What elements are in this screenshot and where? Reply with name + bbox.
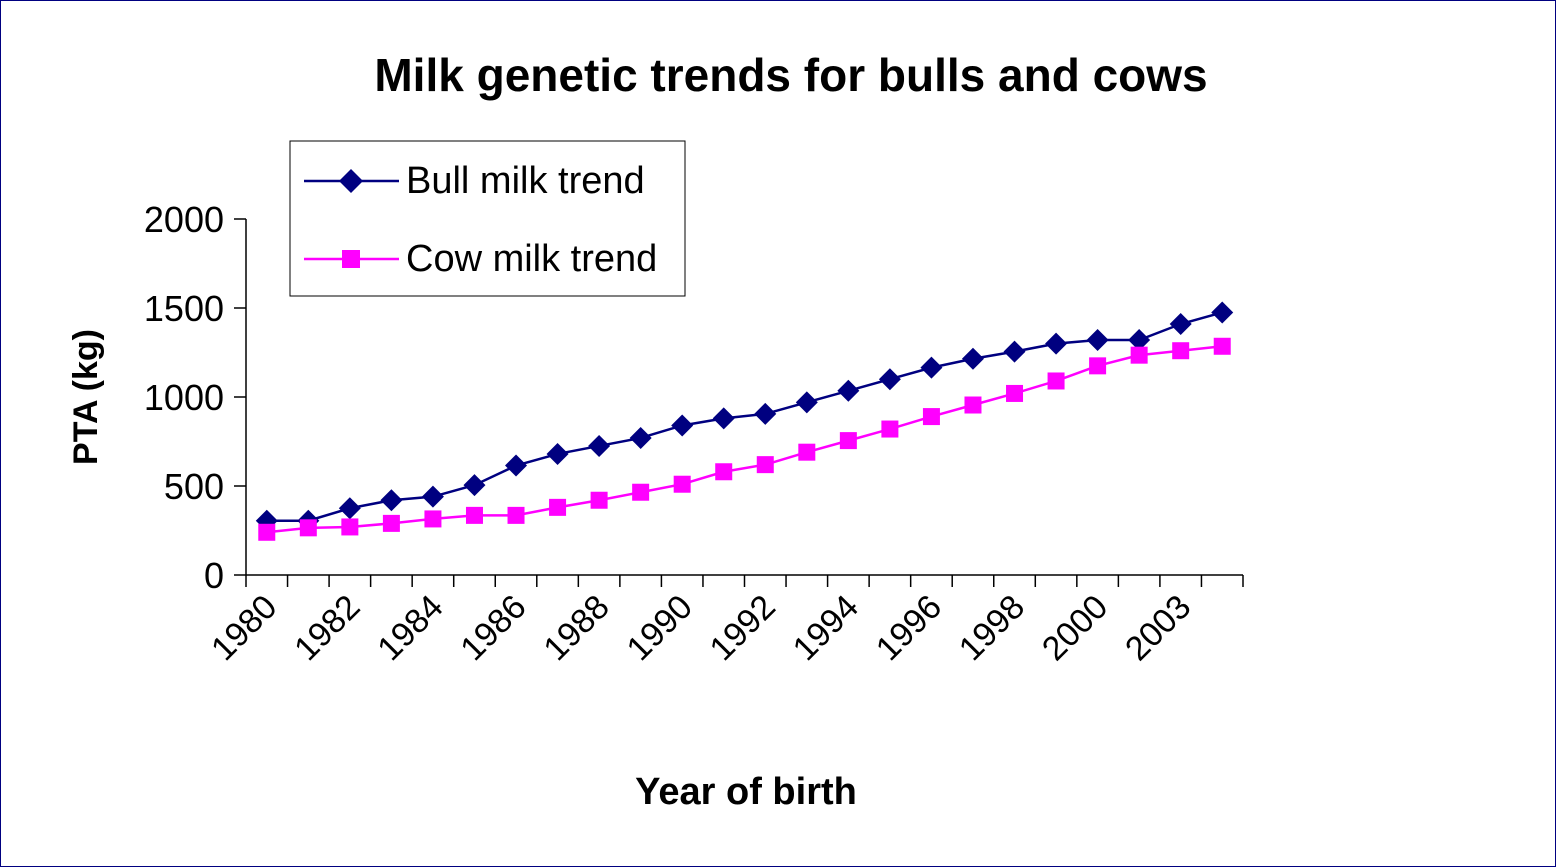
data-point xyxy=(754,402,777,425)
x-tick-label: 1986 xyxy=(453,588,533,668)
data-point xyxy=(1169,313,1192,336)
data-point xyxy=(920,356,943,379)
data-point xyxy=(715,463,733,481)
data-point xyxy=(1130,346,1148,364)
data-point xyxy=(1006,384,1024,402)
data-point xyxy=(546,442,569,465)
data-point xyxy=(795,391,818,414)
series-layer xyxy=(255,301,1234,541)
y-tick-label: 500 xyxy=(164,466,224,507)
data-point xyxy=(798,443,816,461)
series-bull xyxy=(255,301,1234,532)
y-tick-label: 0 xyxy=(204,555,224,596)
data-point xyxy=(549,498,567,516)
x-axis-label: Year of birth xyxy=(635,771,857,813)
x-tick-label: 1994 xyxy=(786,588,866,668)
data-point xyxy=(588,434,611,457)
series-line xyxy=(266,345,1223,534)
x-tick-label: 1990 xyxy=(619,588,699,668)
legend-label-cow: Cow milk trend xyxy=(406,238,657,280)
data-point xyxy=(1045,332,1068,355)
data-point xyxy=(1086,329,1109,352)
data-point xyxy=(673,475,691,493)
data-point xyxy=(1047,372,1065,390)
data-point xyxy=(1128,329,1151,352)
x-tick-label: 1984 xyxy=(370,588,450,668)
data-point xyxy=(964,396,982,414)
data-point xyxy=(1003,340,1026,363)
y-axis-label: PTA (kg) xyxy=(67,329,105,465)
data-point xyxy=(671,414,694,437)
data-point xyxy=(590,491,608,509)
data-point xyxy=(881,420,899,438)
data-point xyxy=(1211,301,1234,324)
data-point xyxy=(961,347,984,370)
data-point xyxy=(839,432,857,450)
x-tick-label: 1980 xyxy=(204,588,284,668)
data-point xyxy=(341,518,359,536)
data-point xyxy=(632,483,650,501)
data-point xyxy=(380,489,403,512)
data-point xyxy=(1089,357,1107,375)
data-point xyxy=(507,506,525,524)
data-point xyxy=(1172,342,1190,360)
data-point xyxy=(878,368,901,391)
data-point xyxy=(424,510,442,528)
legend: Bull milk trend Cow milk trend xyxy=(289,140,686,297)
x-ticks: 1980 1982 1984 1986 1988 1990 1992 1994 1996 1998… xyxy=(204,575,1244,668)
x-tick-label: 1996 xyxy=(869,588,949,668)
legend-box xyxy=(289,140,686,297)
legend-swatch-bull-marker xyxy=(339,169,363,193)
data-point xyxy=(1213,337,1231,355)
x-tick-label: 1992 xyxy=(703,588,783,668)
legend-label-bull: Bull milk trend xyxy=(406,160,645,202)
x-tick-label: 1988 xyxy=(536,588,616,668)
chart-title: Milk genetic trends for bulls and cows xyxy=(374,49,1207,101)
data-point xyxy=(382,514,400,532)
data-point xyxy=(421,485,444,508)
y-tick-label: 1000 xyxy=(144,377,224,418)
data-point xyxy=(505,454,528,477)
series-cow xyxy=(258,337,1231,541)
data-point xyxy=(837,379,860,402)
x-tick-label: 2003 xyxy=(1118,588,1198,668)
y-tick-label: 1500 xyxy=(144,288,224,329)
data-point xyxy=(465,506,483,524)
x-tick-label: 1998 xyxy=(952,588,1032,668)
data-point xyxy=(629,426,652,449)
y-tick-label: 2000 xyxy=(144,199,224,240)
y-ticks: 0 500 1000 1500 2000 xyxy=(144,199,246,596)
data-point xyxy=(338,497,361,520)
data-point xyxy=(922,408,940,426)
data-point xyxy=(756,456,774,474)
x-tick-label: 2000 xyxy=(1035,588,1115,668)
data-point xyxy=(463,474,486,497)
x-tick-label: 1982 xyxy=(287,588,367,668)
data-point xyxy=(258,523,276,541)
data-point xyxy=(712,407,735,430)
series-line xyxy=(266,311,1223,522)
legend-swatch-cow-marker xyxy=(342,250,360,268)
data-point xyxy=(299,519,317,537)
